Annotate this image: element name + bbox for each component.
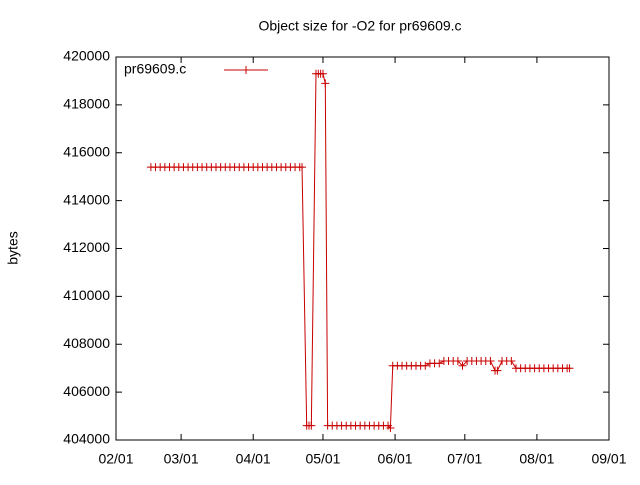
- point-marker: [435, 359, 444, 368]
- x-tick-label: 03/01: [164, 451, 199, 467]
- point-marker: [507, 357, 516, 366]
- legend-label: pr69609.c: [124, 61, 186, 77]
- point-marker: [321, 79, 330, 88]
- point-marker: [307, 421, 316, 430]
- x-tick-label: 02/01: [98, 451, 133, 467]
- y-tick-label: 412000: [63, 239, 110, 255]
- y-tick-label: 406000: [63, 383, 110, 399]
- y-tick-label: 418000: [63, 96, 110, 112]
- x-tick-label: 07/01: [447, 451, 482, 467]
- x-tick-label: 06/01: [378, 451, 413, 467]
- point-marker: [493, 366, 502, 375]
- chart-title: Object size for -O2 for pr69609.c: [258, 18, 461, 34]
- x-tick-label: 05/01: [305, 451, 340, 467]
- point-marker: [565, 364, 574, 373]
- y-tick-label: 416000: [63, 143, 110, 159]
- y-tick-label: 404000: [63, 431, 110, 447]
- point-marker: [421, 361, 430, 370]
- y-tick-label: 414000: [63, 191, 110, 207]
- point-marker: [386, 424, 395, 433]
- legend-marker: [242, 66, 250, 74]
- point-marker: [318, 69, 327, 78]
- point-marker: [298, 163, 307, 172]
- x-tick-label: 08/01: [519, 451, 554, 467]
- point-marker: [486, 357, 495, 366]
- y-tick-label: 420000: [63, 48, 110, 64]
- x-tick-label: 04/01: [236, 451, 271, 467]
- point-marker: [458, 361, 467, 370]
- y-axis-label: bytes: [5, 231, 21, 264]
- y-tick-label: 408000: [63, 335, 110, 351]
- y-tick-label: 410000: [63, 287, 110, 303]
- x-tick-label: 09/01: [591, 451, 626, 467]
- point-marker: [453, 357, 462, 366]
